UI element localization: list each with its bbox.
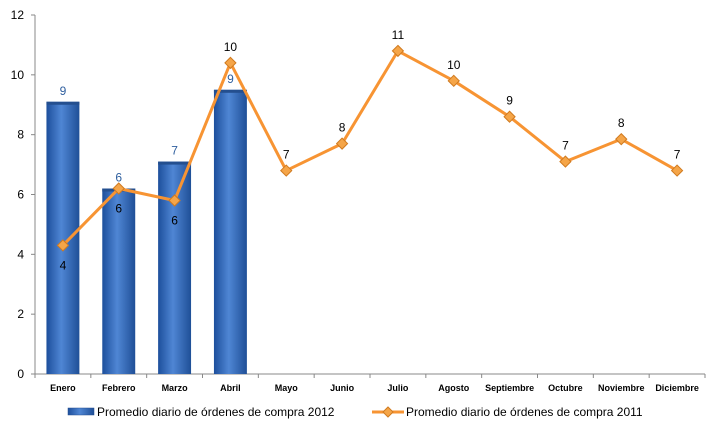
line-data-label: 7 xyxy=(674,148,681,162)
plot-area: 0 2 4 6 8 10 12 Enero Febrero Marzo Abril Mayo Junio… xyxy=(11,8,706,393)
bar-top xyxy=(158,161,192,165)
y-tick-label: 4 xyxy=(17,247,24,261)
line-marker xyxy=(56,239,70,252)
line-marker xyxy=(447,74,460,88)
bar-data-label: 9 xyxy=(60,84,67,98)
y-tick-label: 0 xyxy=(17,367,24,381)
line-marker xyxy=(670,164,684,177)
line-data-label: 9 xyxy=(506,94,513,108)
line-data-label: 7 xyxy=(283,148,290,162)
x-tick-label: Mayo xyxy=(275,383,299,393)
bar-data-label: 7 xyxy=(171,144,178,158)
line-data-label: 8 xyxy=(339,121,346,135)
bar xyxy=(102,188,136,374)
legend-label-2012: Promedio diario de órdenes de compra 201… xyxy=(97,405,335,419)
bar xyxy=(46,101,80,374)
y-tick-label: 2 xyxy=(17,307,24,321)
x-tick-label: Febrero xyxy=(102,383,136,393)
x-tick-label: Enero xyxy=(50,383,76,393)
line-marker xyxy=(112,182,125,195)
x-tick-label: Abril xyxy=(220,383,241,393)
line-data-label: 6 xyxy=(171,213,178,227)
legend-label-2011: Promedio diario de órdenes de compra 201… xyxy=(406,405,643,419)
line-marker xyxy=(280,164,293,177)
bar-top xyxy=(213,89,247,93)
x-tick-label: Septiembre xyxy=(485,383,534,393)
legend: Promedio diario de órdenes de compra 201… xyxy=(67,405,643,419)
x-tick-label: Julio xyxy=(387,383,409,393)
line-marker xyxy=(168,194,181,207)
line-marker xyxy=(224,56,237,70)
x-tick-label: Noviembre xyxy=(598,383,645,393)
line-data-label: 7 xyxy=(562,139,569,153)
bar-top xyxy=(46,101,80,105)
legend-swatch-bar xyxy=(67,407,95,416)
bar-data-label: 9 xyxy=(227,72,234,86)
line-marker xyxy=(615,132,628,146)
x-tick-label: Marzo xyxy=(162,383,189,393)
legend-swatch-marker xyxy=(382,406,394,418)
line-data-label: 4 xyxy=(60,258,67,272)
line-marker xyxy=(503,110,516,123)
line-marker xyxy=(335,137,349,150)
y-tick-label: 10 xyxy=(11,68,25,82)
line-data-label: 6 xyxy=(115,202,122,216)
line-data-label: 10 xyxy=(224,40,238,54)
bar xyxy=(158,161,192,374)
bar xyxy=(213,89,247,375)
x-tick-label: Diciembre xyxy=(655,383,699,393)
y-tick-label: 8 xyxy=(17,128,24,142)
y-tick-label: 6 xyxy=(17,188,24,202)
line-marker xyxy=(559,155,572,168)
line-data-label: 11 xyxy=(392,28,405,42)
line-series xyxy=(61,49,678,247)
x-tick-label: Agosto xyxy=(438,383,469,393)
x-tick-label: Junio xyxy=(330,383,355,393)
x-tick-label: Octubre xyxy=(548,383,583,393)
line-data-label: 8 xyxy=(618,116,625,130)
line-marker xyxy=(391,44,405,58)
y-tick-label: 12 xyxy=(11,8,25,22)
bar-data-label: 6 xyxy=(115,171,122,185)
line-data-label: 10 xyxy=(447,58,461,72)
